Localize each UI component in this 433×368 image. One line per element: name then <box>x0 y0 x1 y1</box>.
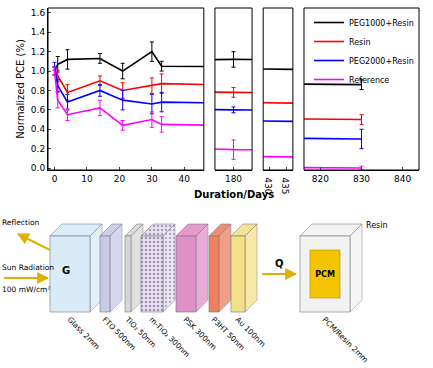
svg-text:10: 10 <box>81 174 93 184</box>
svg-text:840: 840 <box>394 174 411 184</box>
svg-text:Resin: Resin <box>366 221 388 230</box>
svg-text:0.2: 0.2 <box>31 144 45 154</box>
svg-text:40: 40 <box>179 174 191 184</box>
svg-text:435: 435 <box>280 177 290 194</box>
svg-text:PCM: PCM <box>315 270 335 279</box>
svg-text:PCM/Resin 2mm: PCM/Resin 2mm <box>321 315 370 364</box>
svg-text:820: 820 <box>312 174 329 184</box>
svg-text:Glass 2mm: Glass 2mm <box>66 315 102 351</box>
svg-text:1.2: 1.2 <box>31 47 45 57</box>
svg-text:PSK 300nm: PSK 300nm <box>181 315 219 352</box>
svg-text:0.4: 0.4 <box>31 124 46 134</box>
svg-text:FTO 500nm: FTO 500nm <box>100 315 138 353</box>
svg-text:30: 30 <box>146 174 158 184</box>
svg-text:0.8: 0.8 <box>31 86 46 96</box>
svg-text:Sun Radiation: Sun Radiation <box>2 263 54 272</box>
svg-text:Reflection: Reflection <box>2 218 40 227</box>
svg-text:PEG2000+Resin: PEG2000+Resin <box>349 57 414 66</box>
svg-text:0.6: 0.6 <box>31 105 46 115</box>
svg-text:100 mW/cm²: 100 mW/cm² <box>2 285 50 294</box>
svg-text:0.0: 0.0 <box>31 163 46 173</box>
svg-text:G: G <box>62 265 70 276</box>
svg-text:Normalized PCE (%): Normalized PCE (%) <box>15 39 26 139</box>
svg-text:Resin: Resin <box>349 38 371 47</box>
svg-text:Duration/Days: Duration/Days <box>194 189 274 200</box>
svg-text:20: 20 <box>114 174 126 184</box>
svg-text:1.6: 1.6 <box>31 8 46 18</box>
svg-text:Q: Q <box>275 258 284 269</box>
svg-text:1.0: 1.0 <box>31 66 46 76</box>
svg-text:1.4: 1.4 <box>31 27 46 37</box>
svg-text:PEG1000+Resin: PEG1000+Resin <box>349 19 414 28</box>
svg-text:P3HT 50nm: P3HT 50nm <box>209 315 247 353</box>
svg-text:m-TiO₂ 300nm: m-TiO₂ 300nm <box>147 315 192 360</box>
svg-text:TiO₂ 50nm: TiO₂ 50nm <box>123 315 158 350</box>
svg-text:180: 180 <box>225 174 242 184</box>
svg-text:830: 830 <box>353 174 370 184</box>
svg-text:Au 100nm: Au 100nm <box>234 315 268 349</box>
svg-text:0: 0 <box>52 174 58 184</box>
svg-text:430: 430 <box>263 177 273 194</box>
svg-text:Reference: Reference <box>349 76 389 85</box>
